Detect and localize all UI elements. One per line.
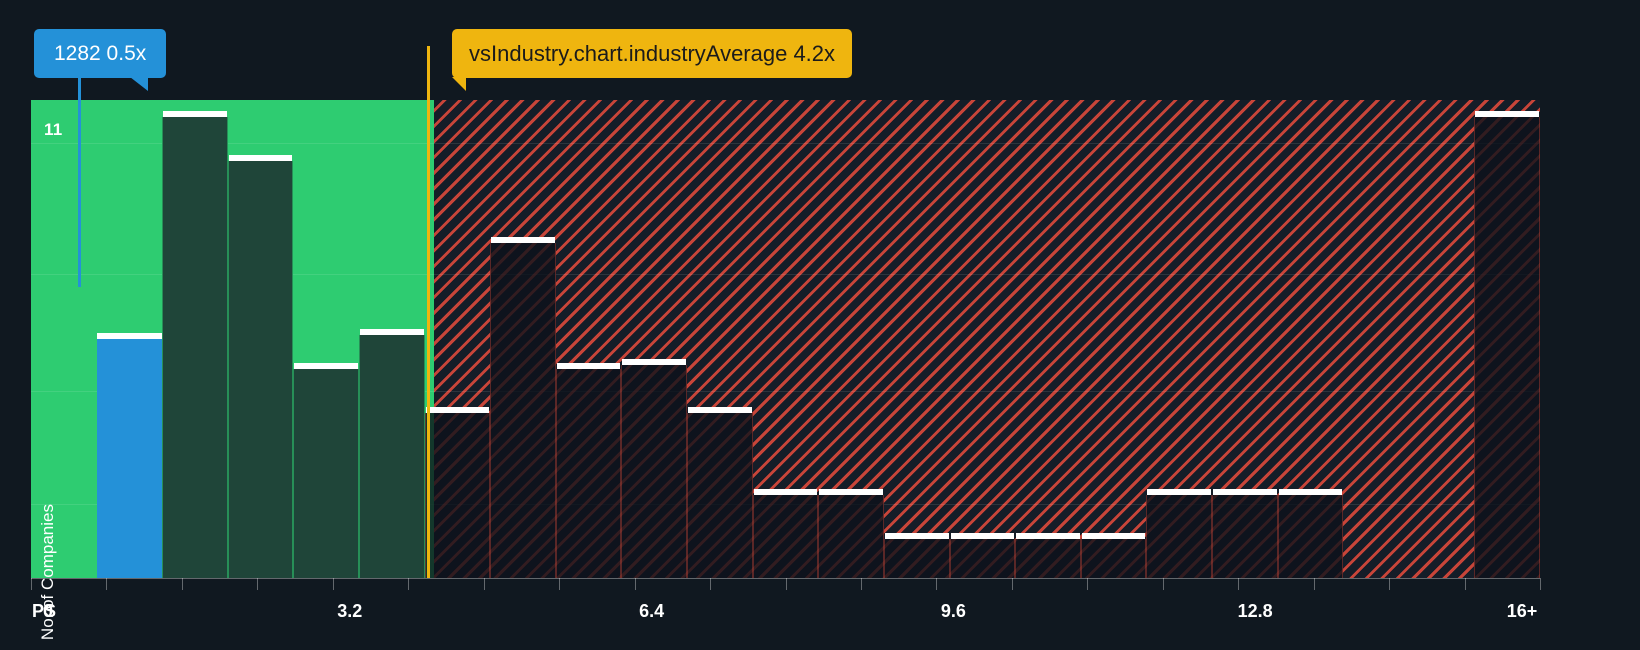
bar-cap xyxy=(1212,489,1277,496)
bar-cap xyxy=(360,328,424,335)
x-tick-16 xyxy=(1238,578,1240,590)
industry-average-tooltip[interactable]: vsIndustry.chart.industryAverage 4.2x xyxy=(452,29,853,91)
bar-13.1[interactable] xyxy=(1211,489,1278,578)
industry-average-tooltip-label: vsIndustry.chart.industryAverage 4.2x xyxy=(469,40,836,66)
bar-1.5[interactable] xyxy=(162,111,228,578)
bar-9.5[interactable] xyxy=(883,532,950,578)
bar-16+[interactable] xyxy=(1474,111,1540,578)
bar-cap xyxy=(556,363,621,370)
x-axis-label-3.2: 3.2 xyxy=(337,601,363,621)
x-tick-13 xyxy=(1011,578,1013,590)
overvalued-band xyxy=(433,100,1540,578)
x-tick-7 xyxy=(559,578,561,590)
company-tooltip[interactable]: 1282 0.5x xyxy=(34,29,167,91)
bar-0.7[interactable] xyxy=(96,333,163,578)
x-axis-label-0: 0 xyxy=(42,601,54,621)
x-tick-4 xyxy=(332,578,334,590)
bar-cap xyxy=(884,532,949,539)
bar-8.7[interactable] xyxy=(818,489,884,578)
x-tick-14 xyxy=(1087,578,1089,590)
bar-3.6[interactable] xyxy=(359,328,425,578)
bar-cap xyxy=(96,333,163,339)
x-tick-18 xyxy=(1389,578,1391,590)
x-axis-line xyxy=(31,578,1540,579)
y-max-value-label: 11 xyxy=(44,120,63,139)
bar-cap xyxy=(1475,111,1539,118)
x-axis-label-16+: 16+ xyxy=(1506,601,1538,621)
x-axis-label-6.4: 6.4 xyxy=(639,601,665,621)
bar-cap xyxy=(228,154,293,161)
x-axis-prefix-label: PS xyxy=(32,601,57,621)
bar-cap xyxy=(491,237,555,244)
bar-5.8[interactable] xyxy=(555,363,622,578)
company-tooltip-tail xyxy=(130,77,148,91)
bar-2.2[interactable] xyxy=(227,154,294,578)
bar-12.4[interactable] xyxy=(1146,489,1212,578)
bar-8.0[interactable] xyxy=(752,489,819,578)
bar-4.4[interactable] xyxy=(424,406,491,578)
x-tick-11 xyxy=(860,578,862,590)
bar-5.1[interactable] xyxy=(490,237,556,578)
x-tick-12 xyxy=(936,578,938,590)
bar-cap xyxy=(163,111,227,118)
bar-2.9[interactable] xyxy=(293,363,360,578)
x-tick-10 xyxy=(785,578,787,590)
bar-11.6[interactable] xyxy=(1080,532,1147,578)
x-tick-15 xyxy=(1162,578,1164,590)
industry-average-marker-line xyxy=(427,46,431,578)
x-tick-9 xyxy=(710,578,712,590)
x-tick-5 xyxy=(408,578,410,590)
bar-cap xyxy=(688,406,752,413)
bar-cap xyxy=(819,489,883,496)
bar-6.5[interactable] xyxy=(621,359,688,578)
bar-cap xyxy=(753,489,818,496)
bar-13.8[interactable] xyxy=(1277,489,1344,578)
x-tick-3 xyxy=(257,578,259,590)
bar-cap xyxy=(425,406,490,413)
x-tick-19 xyxy=(1464,578,1466,590)
industry-average-tooltip-tail xyxy=(452,77,466,91)
bar-cap xyxy=(622,359,687,366)
x-tick-1 xyxy=(106,578,108,590)
x-tick-2 xyxy=(181,578,183,590)
x-tick-8 xyxy=(634,578,636,590)
plot-area xyxy=(31,100,1540,578)
bar-10.9[interactable] xyxy=(1015,532,1081,578)
bar-cap xyxy=(1278,489,1343,496)
bar-cap xyxy=(294,363,359,370)
bar-cap xyxy=(1081,532,1146,539)
x-tick-0 xyxy=(31,578,32,590)
bar-cap xyxy=(1016,532,1080,539)
company-tooltip-label: 1282 0.5x xyxy=(54,42,147,65)
x-tick-6 xyxy=(483,578,485,590)
company-marker-line xyxy=(78,68,82,287)
x-axis-label-12.8: 12.8 xyxy=(1237,601,1273,621)
x-axis-label-9.6: 9.6 xyxy=(940,601,966,621)
bar-10.2[interactable] xyxy=(949,532,1016,578)
bar-cap xyxy=(950,532,1015,539)
bar-cap xyxy=(1147,489,1211,496)
x-tick-17 xyxy=(1313,578,1315,590)
x-tick-20 xyxy=(1540,578,1541,590)
bar-7.3[interactable] xyxy=(687,406,753,578)
